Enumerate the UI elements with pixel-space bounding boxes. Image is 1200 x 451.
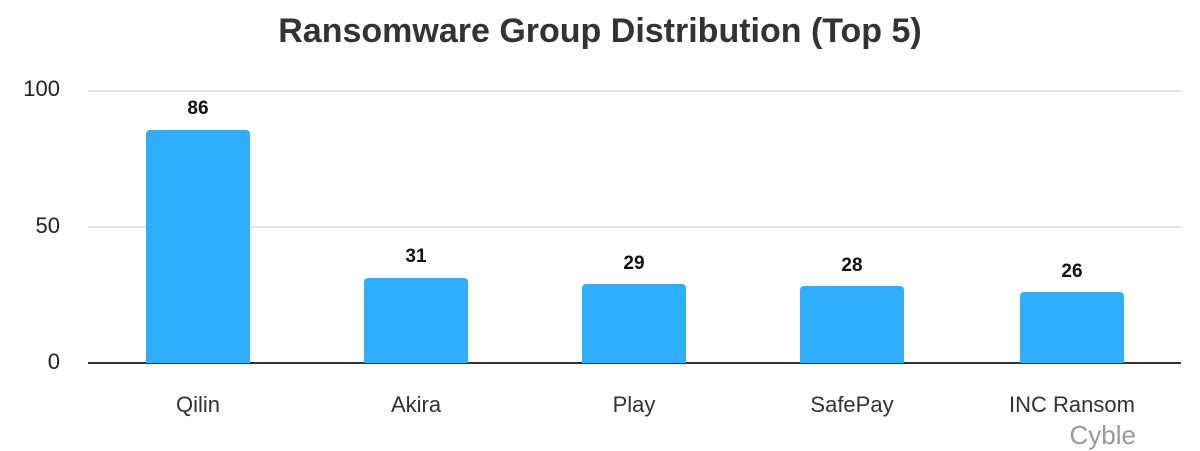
plot-area [88,90,1181,364]
gridline-100 [88,90,1181,92]
data-label-akira: 31 [405,246,427,267]
bar-safepay [800,286,904,363]
x-label-akira: Akira [390,392,442,417]
y-tick-100: 100 [23,76,60,101]
bar-play [582,284,686,363]
data-label-safepay: 28 [841,255,863,276]
y-tick-0: 0 [47,349,60,374]
bar-inc-ransom [1020,292,1124,363]
watermark: Cyble [1069,420,1136,450]
bar-akira [364,278,468,363]
chart-title: Ransomware Group Distribution (Top 5) [278,12,922,50]
x-label-qilin: Qilin [175,392,220,417]
gridline-50 [88,226,1181,228]
x-label-safepay: SafePay [810,392,894,417]
data-label-qilin: 86 [187,98,209,119]
bar-qilin [146,130,250,363]
x-label-play: Play [612,392,656,417]
data-label-play: 29 [623,253,645,274]
y-tick-50: 50 [35,213,60,238]
data-label-inc-ransom: 26 [1061,261,1083,282]
x-axis-line [88,362,1181,364]
x-label-inc-ransom: INC Ransom [1009,392,1135,417]
